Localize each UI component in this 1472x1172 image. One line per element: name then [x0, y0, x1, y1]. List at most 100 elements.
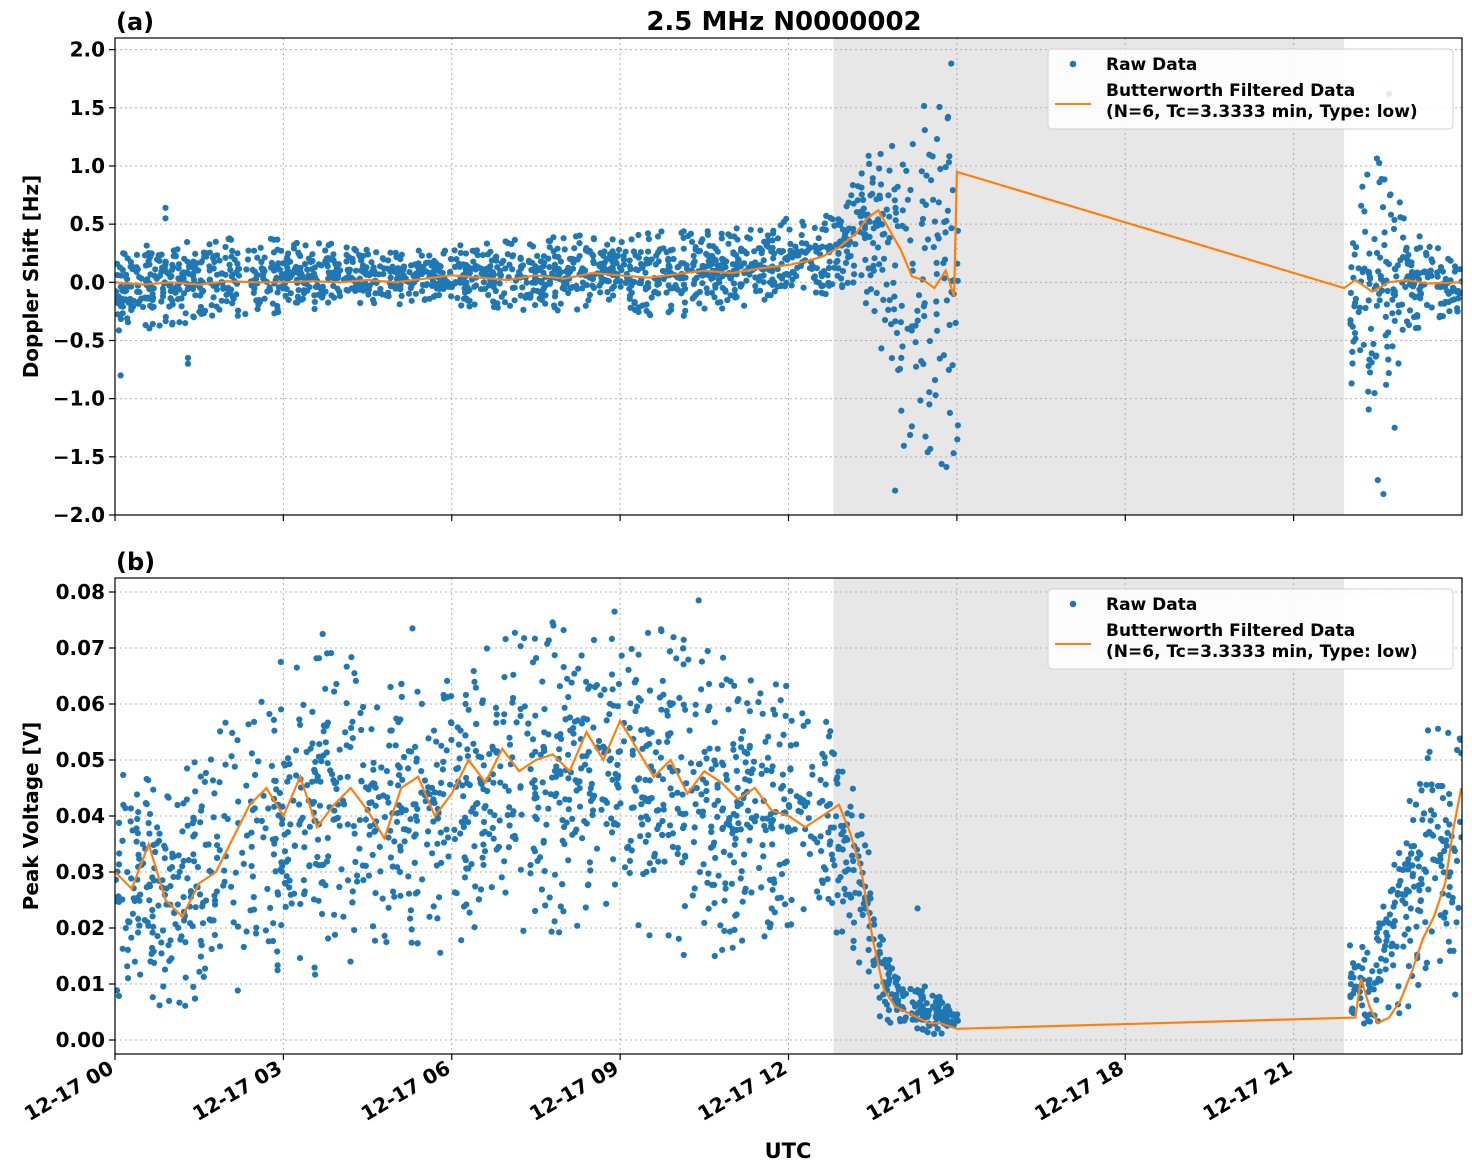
raw-data-point — [502, 889, 509, 896]
raw-data-point — [714, 813, 721, 821]
raw-data-point — [699, 812, 706, 819]
raw-data-point — [146, 830, 153, 837]
raw-data-point — [119, 945, 126, 952]
raw-data-point — [398, 680, 405, 687]
raw-data-point — [1452, 991, 1459, 998]
raw-data-point — [655, 738, 662, 746]
raw-data-point — [586, 859, 594, 866]
raw-data-point — [704, 289, 711, 296]
raw-data-point — [418, 252, 425, 259]
raw-data-point — [218, 297, 225, 304]
raw-data-point — [323, 255, 330, 262]
raw-data-point — [660, 275, 667, 283]
raw-data-point — [128, 304, 135, 311]
raw-data-point — [556, 268, 564, 275]
raw-data-point — [779, 771, 787, 778]
raw-data-point — [737, 800, 744, 807]
raw-data-point — [199, 288, 206, 295]
raw-data-point — [214, 842, 221, 849]
raw-data-point — [573, 826, 580, 833]
raw-data-point — [333, 779, 340, 786]
raw-data-point — [479, 854, 486, 861]
raw-data-point — [588, 780, 595, 788]
raw-data-point — [214, 271, 221, 278]
raw-data-point — [625, 666, 632, 674]
raw-data-point — [746, 777, 753, 784]
raw-data-point — [519, 284, 526, 291]
raw-data-point — [301, 290, 308, 297]
raw-data-point — [462, 732, 469, 739]
raw-data-point — [746, 742, 754, 750]
raw-data-point — [705, 905, 712, 912]
raw-data-point — [159, 293, 167, 300]
raw-data-point — [635, 231, 642, 239]
raw-data-point — [350, 823, 357, 830]
raw-data-point — [307, 258, 314, 266]
raw-data-point — [379, 291, 386, 298]
raw-data-point — [926, 389, 933, 396]
raw-data-point — [169, 850, 176, 857]
raw-data-point — [858, 170, 865, 177]
raw-data-point — [412, 290, 419, 297]
raw-data-point — [1445, 892, 1452, 899]
raw-data-point — [424, 841, 431, 848]
raw-data-point — [847, 252, 854, 260]
raw-data-point — [1447, 947, 1454, 955]
raw-data-point — [570, 724, 577, 732]
raw-data-point — [759, 710, 766, 717]
raw-data-point — [698, 239, 705, 246]
raw-data-point — [764, 232, 772, 239]
raw-data-point — [243, 266, 250, 273]
raw-data-point — [560, 627, 567, 634]
raw-data-point — [141, 917, 148, 924]
raw-data-point — [575, 665, 582, 672]
raw-data-point — [274, 889, 281, 896]
raw-data-point — [351, 670, 358, 677]
raw-data-point — [430, 818, 437, 825]
raw-data-point — [272, 868, 279, 875]
raw-data-point — [714, 248, 721, 255]
raw-data-point — [531, 777, 538, 784]
raw-data-point — [783, 279, 790, 286]
raw-data-point — [333, 680, 340, 688]
raw-data-point — [618, 239, 625, 246]
raw-data-point — [689, 892, 696, 899]
raw-data-point — [414, 688, 421, 695]
raw-data-point — [1402, 284, 1409, 291]
raw-data-point — [735, 820, 742, 827]
raw-data-point — [230, 919, 237, 926]
raw-data-point — [296, 716, 303, 723]
raw-data-point — [517, 643, 524, 650]
raw-data-point — [1443, 842, 1450, 849]
raw-data-point — [539, 678, 546, 685]
raw-data-point — [358, 726, 365, 734]
raw-data-point — [753, 813, 760, 820]
raw-data-point — [1385, 920, 1392, 927]
raw-data-point — [147, 958, 154, 965]
raw-data-point — [608, 671, 616, 678]
raw-data-point — [695, 808, 703, 815]
raw-data-point — [590, 258, 597, 265]
raw-data-point — [433, 738, 440, 745]
raw-data-point — [391, 838, 398, 845]
raw-data-point — [1436, 957, 1444, 965]
raw-data-point — [331, 931, 339, 938]
raw-data-point — [903, 167, 910, 174]
raw-data-point — [809, 771, 816, 778]
raw-data-point — [853, 209, 861, 216]
raw-data-point — [595, 737, 603, 745]
raw-data-point — [734, 698, 741, 705]
y-tick-label: 0.07 — [56, 636, 105, 660]
raw-data-point — [438, 779, 445, 787]
raw-data-point — [929, 153, 936, 160]
raw-data-point — [199, 920, 207, 927]
raw-data-point — [411, 833, 418, 840]
raw-data-point — [582, 904, 589, 911]
raw-data-point — [849, 182, 857, 189]
raw-data-point — [945, 159, 953, 166]
raw-data-point — [609, 248, 616, 255]
raw-data-point — [914, 317, 921, 324]
raw-data-point — [892, 318, 899, 325]
raw-data-point — [286, 884, 293, 891]
raw-data-point — [297, 817, 304, 824]
